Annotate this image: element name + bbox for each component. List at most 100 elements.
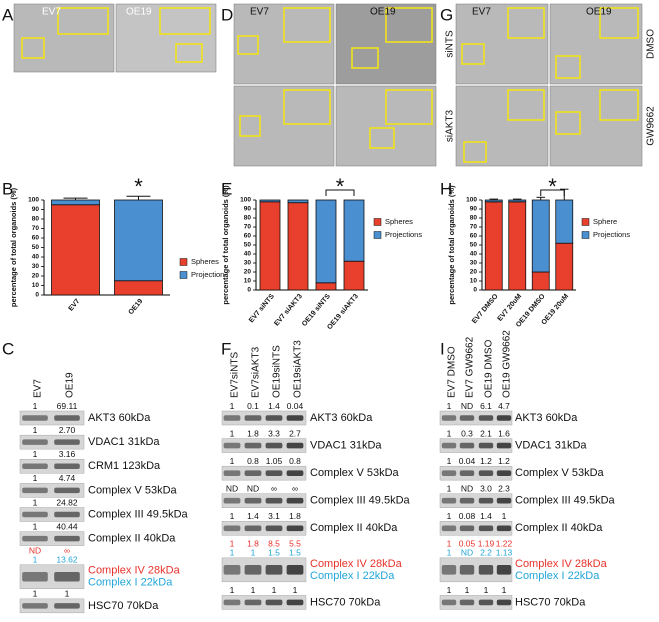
band-value: 1 <box>33 521 38 531</box>
highlight-box <box>463 141 487 163</box>
blot-strip <box>221 595 307 610</box>
bar-segment <box>114 280 163 296</box>
panel-letter: C <box>2 339 14 358</box>
blot-band <box>441 565 457 575</box>
blot-band <box>223 497 241 504</box>
blot-band <box>265 470 283 476</box>
legend-label: Projection <box>191 270 224 279</box>
y-tick-label: 10 <box>244 278 252 285</box>
highlight-box <box>599 89 639 121</box>
band-value: 8.5 <box>268 539 280 549</box>
y-tick-label: 80 <box>244 215 252 222</box>
bar-segment <box>259 201 281 291</box>
band-label: Complex III 49.5kDa <box>310 495 411 507</box>
band-value: 1 <box>33 555 38 565</box>
band-value: 5.5 <box>289 539 301 549</box>
blot-band <box>54 535 80 542</box>
highlight-box <box>461 43 485 65</box>
band-label: Complex V 53kDa <box>310 467 400 479</box>
highlight-box <box>599 7 639 39</box>
band-value: 69.11 <box>57 401 78 411</box>
blot-band <box>459 599 475 606</box>
band-value: 1 <box>251 585 256 595</box>
y-axis-label: percentage of total organoids (%) <box>9 187 18 307</box>
blot-band <box>441 497 457 504</box>
blot-strip <box>19 434 85 450</box>
band-label: Complex I 22kDa <box>310 570 395 582</box>
band-value: 1 <box>230 539 235 549</box>
legend-swatch <box>373 218 382 226</box>
column-label: OE19siNTS <box>272 345 283 398</box>
blot-band <box>265 497 283 504</box>
blot-band <box>244 565 262 575</box>
panel-letter: G <box>440 5 453 24</box>
micrograph <box>115 3 217 73</box>
blot-band <box>459 442 475 449</box>
blot-band <box>54 571 80 582</box>
bar-segment <box>114 199 163 282</box>
band-value: 2.3 <box>498 483 510 493</box>
band-value: 0.8 <box>247 456 259 466</box>
bar-segment <box>315 199 337 284</box>
y-tick-label: 0 <box>247 287 251 294</box>
band-value: 1 <box>502 585 507 595</box>
band-value: 2.1 <box>480 428 492 438</box>
micrograph-label: EV7 <box>42 7 61 18</box>
band-value: ND <box>226 483 238 493</box>
y-tick-label: 100 <box>466 197 477 204</box>
band-label: HSC70 70kDa <box>515 596 586 608</box>
highlight-box <box>507 7 545 39</box>
blot-band <box>22 463 48 470</box>
band-value: 1 <box>447 585 452 595</box>
column-label: EV7 GW9662 <box>465 336 476 398</box>
band-value: 1 <box>502 511 507 521</box>
micrograph-group: EV7 OE19 siNTS siAKT3 DMSO GW9662 <box>445 3 657 167</box>
legend-label: Sphere <box>593 217 617 226</box>
y-tick-label: 10 <box>32 282 40 289</box>
band-value: 0.1 <box>247 401 259 411</box>
highlight-box <box>237 35 259 55</box>
micrograph-label: EV7 <box>472 7 491 18</box>
band-value: 1 <box>230 585 235 595</box>
blot-band <box>459 525 475 532</box>
band-value: 1.4 <box>268 401 280 411</box>
blot-band <box>22 439 48 445</box>
blot-band <box>244 599 262 606</box>
y-tick-label: 50 <box>32 244 40 251</box>
micrograph <box>455 85 549 167</box>
band-value: 1 <box>484 585 489 595</box>
band-value: 1.05 <box>266 456 283 466</box>
column-label: OE19 DMSO <box>484 339 495 398</box>
blot-band <box>478 565 494 575</box>
blot-band <box>286 525 304 532</box>
column-label: OE19 <box>65 372 76 398</box>
column-label: EV7 <box>33 379 44 398</box>
blot-band <box>478 442 494 449</box>
band-value: 1.4 <box>480 511 492 521</box>
blot-strip <box>19 531 85 546</box>
bar-segment <box>555 242 574 291</box>
y-tick-label: 80 <box>470 215 478 222</box>
band-value: 3.0 <box>480 483 492 493</box>
blot-strip <box>19 483 85 498</box>
blot-strip <box>221 438 307 453</box>
band-value: ∞ <box>292 483 298 493</box>
x-tick-label: EV7 DMSO <box>471 293 500 326</box>
y-tick-label: 50 <box>470 242 478 249</box>
bar-segment <box>287 199 309 204</box>
y-tick-label: 30 <box>32 263 40 270</box>
band-value: 1.2 <box>498 456 510 466</box>
x-tick-label: EV7 siAKT3 <box>273 293 304 328</box>
band-value: 13.62 <box>56 555 78 565</box>
bar-segment <box>531 199 550 273</box>
significance-bracket <box>325 189 355 196</box>
band-value: ND <box>461 483 473 493</box>
band-value: 1.2 <box>480 456 492 466</box>
blot-band <box>265 442 283 449</box>
band-value: 40.44 <box>56 521 78 531</box>
blot-band <box>223 415 241 421</box>
significance-mark: * <box>548 174 557 199</box>
blot-band <box>441 525 457 532</box>
band-value: 2.70 <box>59 425 76 435</box>
blot-band <box>22 535 48 542</box>
